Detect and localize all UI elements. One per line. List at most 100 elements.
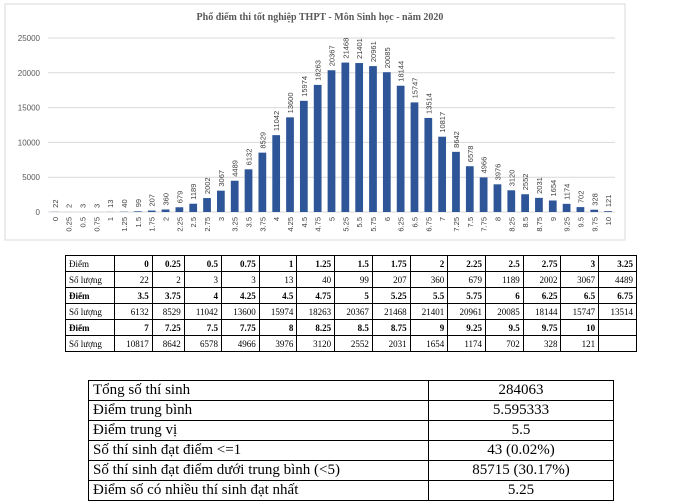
x-tick-label: 7.75: [480, 217, 489, 232]
table-cell: 6578: [183, 335, 222, 352]
x-tick-label: 6.25: [397, 217, 406, 232]
x-tick-label: 5.75: [369, 217, 378, 232]
table-cell: 1174: [447, 335, 487, 352]
x-tick-label: 3.5: [245, 217, 254, 227]
table-cell: 11042: [183, 303, 222, 320]
bar: [258, 152, 267, 212]
bar: [438, 136, 447, 212]
table-cell: 3.25: [598, 255, 637, 272]
y-tick-label: 10000: [18, 138, 41, 147]
summary-value: 5.25: [428, 480, 614, 501]
bar: [327, 70, 336, 212]
x-tick-label: 6.75: [424, 217, 433, 232]
value-label: 20367: [328, 45, 337, 66]
summary-label: Tổng số thí sinh: [88, 380, 429, 401]
table-cell: 21401: [409, 303, 449, 320]
x-tick-label: 2: [162, 217, 171, 221]
summary-label: Điểm trung vị: [88, 420, 429, 441]
x-tick-label: 10: [604, 217, 613, 225]
value-label: 4966: [480, 157, 489, 174]
x-tick-label: 0.25: [65, 217, 74, 232]
y-tick-label: 15000: [18, 104, 41, 113]
x-tick-label: 9.25: [563, 217, 572, 232]
table-cell: 679: [447, 271, 487, 288]
bar: [396, 85, 405, 212]
table-cell: 20085: [485, 303, 524, 320]
table-cell: 18144: [522, 303, 562, 320]
table-cell: 5.5: [409, 287, 449, 304]
bar: [548, 200, 557, 212]
x-tick-label: 7: [438, 217, 447, 221]
bar: [299, 100, 308, 212]
bar: [134, 211, 142, 212]
value-label: 99: [134, 199, 143, 207]
table-cell: 0.5: [183, 255, 222, 272]
table-cell: 207: [371, 271, 411, 288]
bar: [203, 198, 211, 212]
bar: [369, 66, 377, 212]
table-cell: 15974: [258, 303, 298, 320]
table-cell: 5.25: [371, 287, 411, 304]
value-label: 2031: [535, 177, 544, 194]
value-label: 360: [162, 193, 171, 206]
bar: [161, 209, 170, 212]
bar: [175, 207, 184, 212]
row-header: Điểm: [65, 287, 115, 304]
bar: [576, 207, 585, 212]
table-cell: 2.25: [447, 255, 487, 272]
x-tick-label: 3.75: [258, 217, 267, 232]
table-row: Số lượng 22 2 3 3 13 40 99 207 360 679 1189 2002 3067…: [65, 271, 637, 288]
x-tick-label: 7.5: [466, 217, 475, 227]
x-tick-label: 4.25: [286, 217, 295, 232]
table-cell: 6.5: [560, 287, 600, 304]
table-cell: 20367: [334, 303, 373, 320]
summary-value: 284063: [428, 380, 614, 401]
summary-label: Số thí sinh đạt điểm dưới trung bình (<5…: [88, 460, 429, 481]
table-cell: 6.75: [598, 287, 637, 304]
table-cell: 8.25: [296, 319, 336, 336]
x-tick-label: 0.75: [92, 217, 101, 232]
x-tick-label: 4.5: [300, 217, 309, 227]
row-header: Số lượng: [65, 303, 115, 320]
table-cell: 3067: [560, 271, 600, 288]
table-cell: 22: [114, 271, 153, 288]
table-cell: 5: [334, 287, 373, 304]
row-header: Điểm: [65, 319, 115, 336]
table-cell: 3: [183, 271, 222, 288]
bar: [189, 203, 198, 212]
x-tick-label: 2.25: [175, 217, 184, 232]
value-label: 8642: [452, 131, 461, 148]
summary-label: Điểm trung bình: [88, 400, 429, 421]
x-tick-label: 7.25: [452, 217, 461, 232]
value-label: 3976: [493, 164, 502, 181]
value-label: 702: [576, 191, 585, 204]
value-label: 21468: [341, 38, 350, 59]
table-cell: 40: [296, 271, 336, 288]
value-label: 328: [590, 193, 599, 206]
table-cell: 3: [220, 271, 260, 288]
value-label: 3: [79, 204, 88, 208]
value-label: 22: [51, 200, 60, 208]
chart: Phổ điểm thi tốt nghiệp THPT - Môn Sinh …: [4, 3, 626, 241]
x-tick-label: 9.75: [590, 217, 599, 232]
table-cell: 3.5: [114, 287, 153, 304]
table-cell: 9: [409, 319, 449, 336]
table-row: Điểm 3.5 3.75 4 4.25 4.5 4.75 5 5.25 5.5 5.75 6 6.25…: [65, 287, 637, 304]
bar: [410, 102, 419, 212]
table-cell: 702: [485, 335, 524, 352]
table-cell: 7.5: [183, 319, 222, 336]
table-cell: 2.75: [522, 255, 562, 272]
table-cell: 1.75: [371, 255, 411, 272]
score-table: Điểm 0 0.25 0.5 0.75 1 1.25 1.5 1.75 2 2.25 2.5 2.75…: [65, 255, 637, 352]
empty-cell: [598, 319, 637, 336]
value-label: 3120: [507, 170, 516, 187]
value-label: 21401: [355, 38, 364, 59]
bar: [355, 63, 364, 212]
x-tick-label: 2.5: [189, 217, 198, 227]
bar: [604, 211, 612, 212]
bar: [590, 209, 599, 212]
value-label: 207: [148, 194, 157, 207]
y-tick-label: 0: [36, 208, 41, 217]
y-tick-label: 5000: [22, 173, 40, 182]
value-label: 15974: [300, 76, 309, 97]
